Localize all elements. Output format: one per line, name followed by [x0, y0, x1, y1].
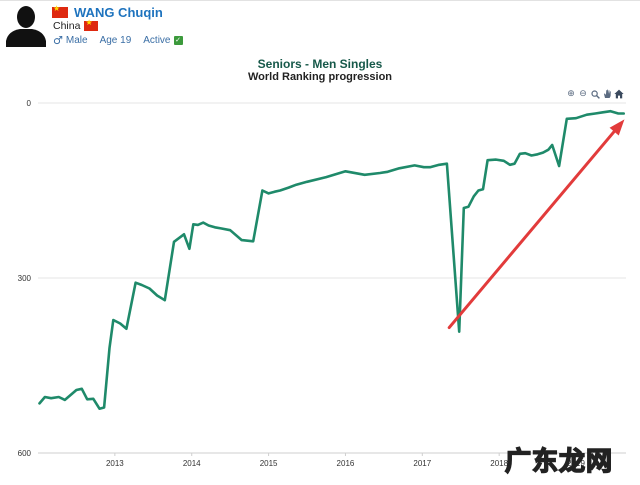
gridlines	[38, 102, 626, 454]
magnifier-icon[interactable]	[590, 89, 600, 99]
arrow-shaft	[447, 130, 616, 330]
status-label: Active	[143, 35, 171, 46]
annotation-arrow	[447, 119, 625, 330]
country-label: China	[53, 20, 81, 32]
check-icon: ✓	[173, 36, 183, 45]
china-flag-icon: ★	[84, 18, 99, 31]
player-meta: ♂ Male Age 19 Active ✓	[53, 34, 183, 47]
home-icon[interactable]	[614, 89, 624, 99]
avatar	[6, 3, 46, 47]
age-label: Age 19	[99, 35, 132, 46]
player-header: ★ WANG Chuqin China ★ ♂ Male Age 19 Acti…	[0, 1, 640, 51]
person-silhouette-icon	[6, 6, 46, 47]
x-tick-label: 2014	[183, 459, 201, 468]
chart-title: Seniors - Men Singles	[257, 57, 383, 71]
axis-ticks: 0 300 600 2013 2014 2015 2016 2017 2018 2019	[18, 99, 586, 468]
x-tick-label: 2013	[106, 459, 124, 468]
status-item: Active ✓	[143, 35, 183, 46]
zoom-in-icon[interactable]: ⊕	[567, 89, 575, 99]
chart-toolbar: ⊕ ⊖	[566, 89, 624, 99]
zoom-out-icon[interactable]: ⊖	[579, 89, 587, 99]
pan-hand-icon[interactable]	[602, 89, 612, 99]
chart-subtitle: World Ranking progression	[247, 71, 393, 83]
age-item: Age 19	[100, 35, 132, 46]
player-name-row: ★ WANG Chuqin	[52, 4, 163, 20]
y-tick-label: 0	[27, 99, 32, 108]
x-tick-label: 2017	[413, 459, 431, 468]
x-tick-label: 2018	[490, 459, 508, 468]
y-tick-label: 600	[18, 449, 32, 458]
male-symbol-icon: ♂	[53, 34, 63, 47]
country-row: China ★	[53, 18, 99, 32]
gender-label: Male	[65, 35, 88, 46]
y-tick-label: 300	[18, 274, 32, 283]
gender-item: ♂ Male	[53, 34, 88, 47]
watermark-text: 广东龙网	[504, 446, 614, 478]
x-tick-label: 2015	[260, 459, 278, 468]
series-line	[38, 109, 626, 411]
ranking-series	[38, 109, 626, 411]
player-name-link[interactable]: WANG Chuqin	[74, 4, 163, 20]
china-flag-icon: ★	[52, 4, 68, 18]
x-tick-label: 2019	[567, 459, 585, 468]
arrow-head	[609, 119, 625, 136]
x-tick-label: 2016	[337, 459, 355, 468]
